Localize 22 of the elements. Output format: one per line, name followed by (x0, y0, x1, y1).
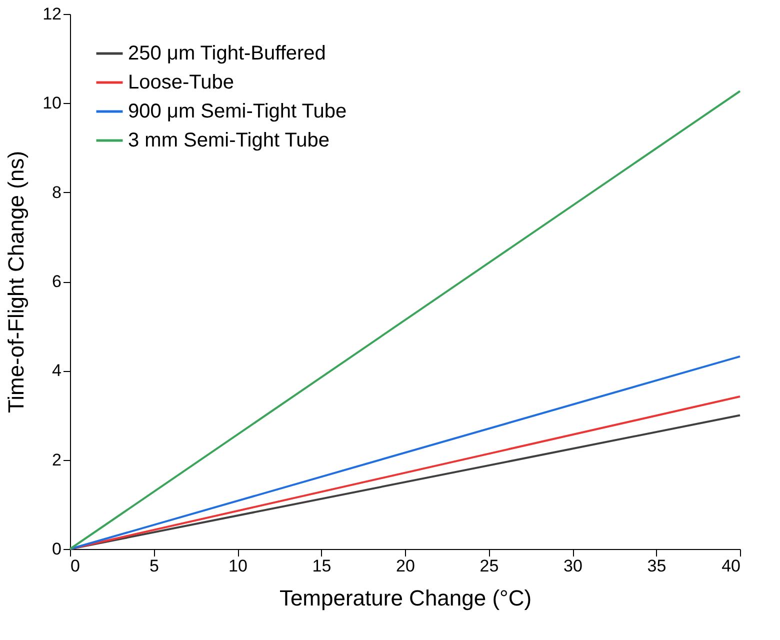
y-tick-label: 8 (52, 182, 62, 202)
x-tick-label: 40 (722, 556, 740, 576)
x-tick-label: 10 (228, 556, 248, 576)
y-tick-label: 4 (52, 361, 62, 380)
x-tick-label: 15 (312, 556, 332, 576)
x-axis-title: Temperature Change (°C) (279, 586, 532, 610)
y-tick-label: 10 (42, 94, 62, 113)
legend-label: Loose-Tube (128, 72, 234, 94)
legend-label: 3 mm Semi-Tight Tube (128, 130, 330, 152)
x-tick-label: 25 (480, 556, 499, 576)
x-tick-label: 5 (150, 556, 159, 576)
legend-label: 900 μm Semi-Tight Tube (128, 100, 347, 122)
y-axis-title: Time-of-Flight Change (ns) (4, 150, 29, 414)
y-tick-label: 2 (52, 450, 62, 470)
y-tick-label: 6 (52, 272, 62, 291)
legend-label: 250 μm Tight-Buffered (128, 42, 326, 64)
y-tick-label: 12 (42, 4, 62, 24)
x-tick-label: 20 (396, 556, 415, 576)
x-tick-label: 0 (70, 556, 80, 576)
x-tick-label: 30 (564, 556, 582, 576)
x-tick-label: 35 (647, 556, 666, 576)
y-tick-label: 0 (52, 540, 62, 558)
